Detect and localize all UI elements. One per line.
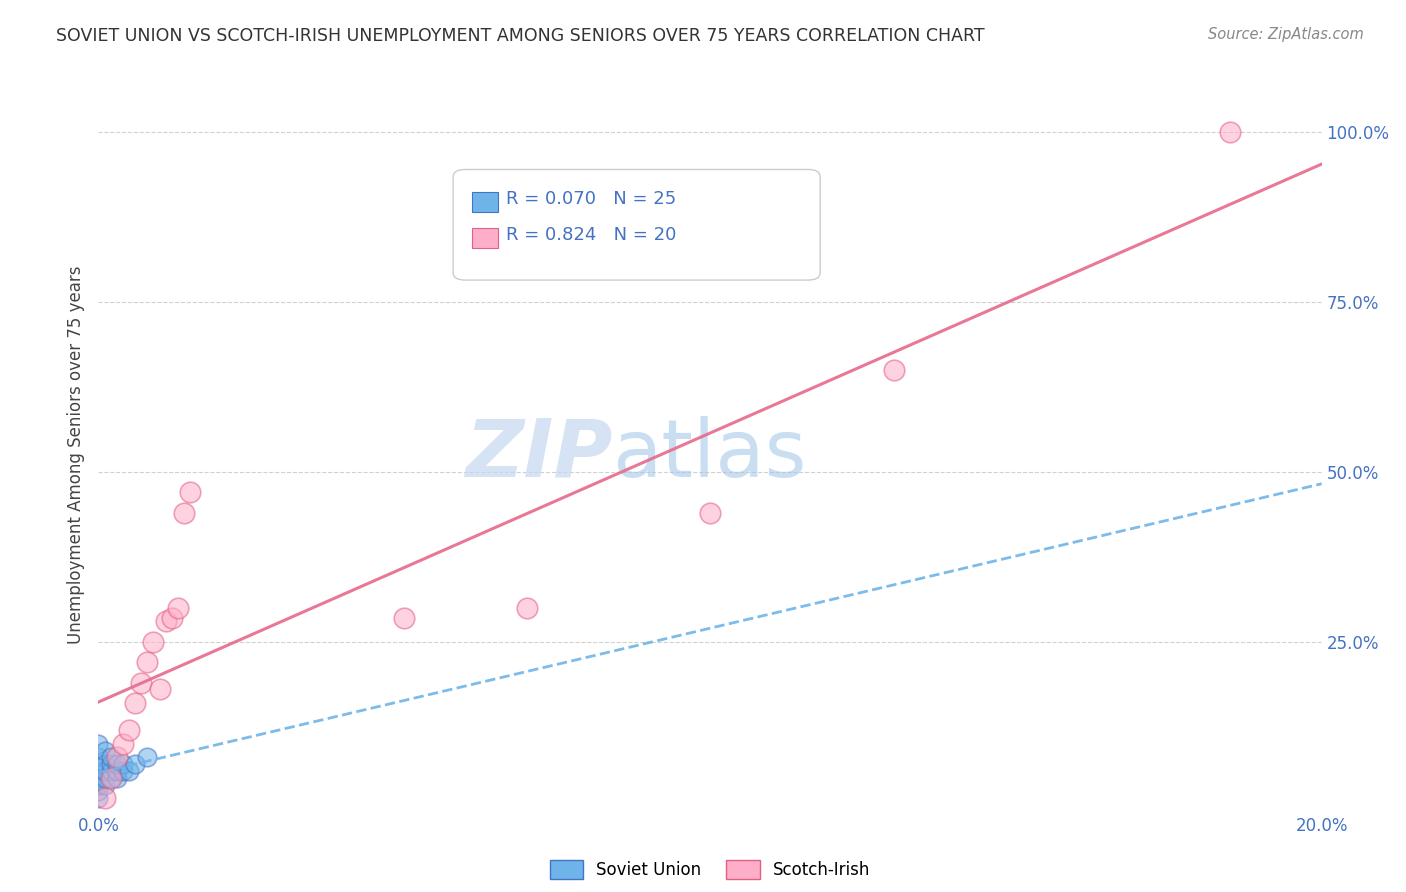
Point xyxy=(87,737,110,751)
Point xyxy=(142,635,165,649)
Bar xyxy=(471,192,498,212)
Point xyxy=(392,611,416,625)
Point xyxy=(118,723,141,738)
Point xyxy=(160,611,183,625)
Point xyxy=(129,675,152,690)
Point xyxy=(93,791,115,805)
Point xyxy=(111,757,134,772)
Point xyxy=(87,764,110,778)
Point xyxy=(87,784,110,798)
Text: atlas: atlas xyxy=(612,416,807,494)
Text: ZIP: ZIP xyxy=(465,416,612,494)
Point xyxy=(118,764,141,778)
Point xyxy=(93,764,115,778)
Point xyxy=(93,778,115,792)
FancyBboxPatch shape xyxy=(453,169,820,280)
Point xyxy=(136,750,159,764)
Point xyxy=(1219,125,1241,139)
Point xyxy=(87,757,110,772)
Point xyxy=(155,615,177,629)
Point xyxy=(111,764,134,778)
Point xyxy=(105,764,128,778)
Point xyxy=(699,506,721,520)
Point xyxy=(87,750,110,764)
Point xyxy=(100,771,122,785)
Point xyxy=(100,764,122,778)
Point xyxy=(111,737,134,751)
Point xyxy=(87,778,110,792)
Legend: Soviet Union, Scotch-Irish: Soviet Union, Scotch-Irish xyxy=(543,853,877,886)
Point xyxy=(883,363,905,377)
Point xyxy=(100,757,122,772)
Text: SOVIET UNION VS SCOTCH-IRISH UNEMPLOYMENT AMONG SENIORS OVER 75 YEARS CORRELATIO: SOVIET UNION VS SCOTCH-IRISH UNEMPLOYMEN… xyxy=(56,27,984,45)
Point xyxy=(93,757,115,772)
Point xyxy=(87,771,110,785)
Point xyxy=(173,506,195,520)
Point xyxy=(100,771,122,785)
Point xyxy=(105,750,128,764)
Text: Source: ZipAtlas.com: Source: ZipAtlas.com xyxy=(1208,27,1364,42)
Point xyxy=(93,743,115,757)
Y-axis label: Unemployment Among Seniors over 75 years: Unemployment Among Seniors over 75 years xyxy=(67,266,86,644)
Point xyxy=(136,655,159,669)
Text: R = 0.070   N = 25: R = 0.070 N = 25 xyxy=(506,191,676,209)
Point xyxy=(124,757,146,772)
Point xyxy=(105,771,128,785)
Bar xyxy=(471,227,498,248)
Point xyxy=(516,600,538,615)
Point xyxy=(105,757,128,772)
Point xyxy=(87,791,110,805)
Point xyxy=(149,682,172,697)
Point xyxy=(124,696,146,710)
Text: R = 0.824   N = 20: R = 0.824 N = 20 xyxy=(506,227,676,244)
Point xyxy=(93,771,115,785)
Point xyxy=(100,750,122,764)
Point xyxy=(179,485,201,500)
Point xyxy=(167,600,190,615)
